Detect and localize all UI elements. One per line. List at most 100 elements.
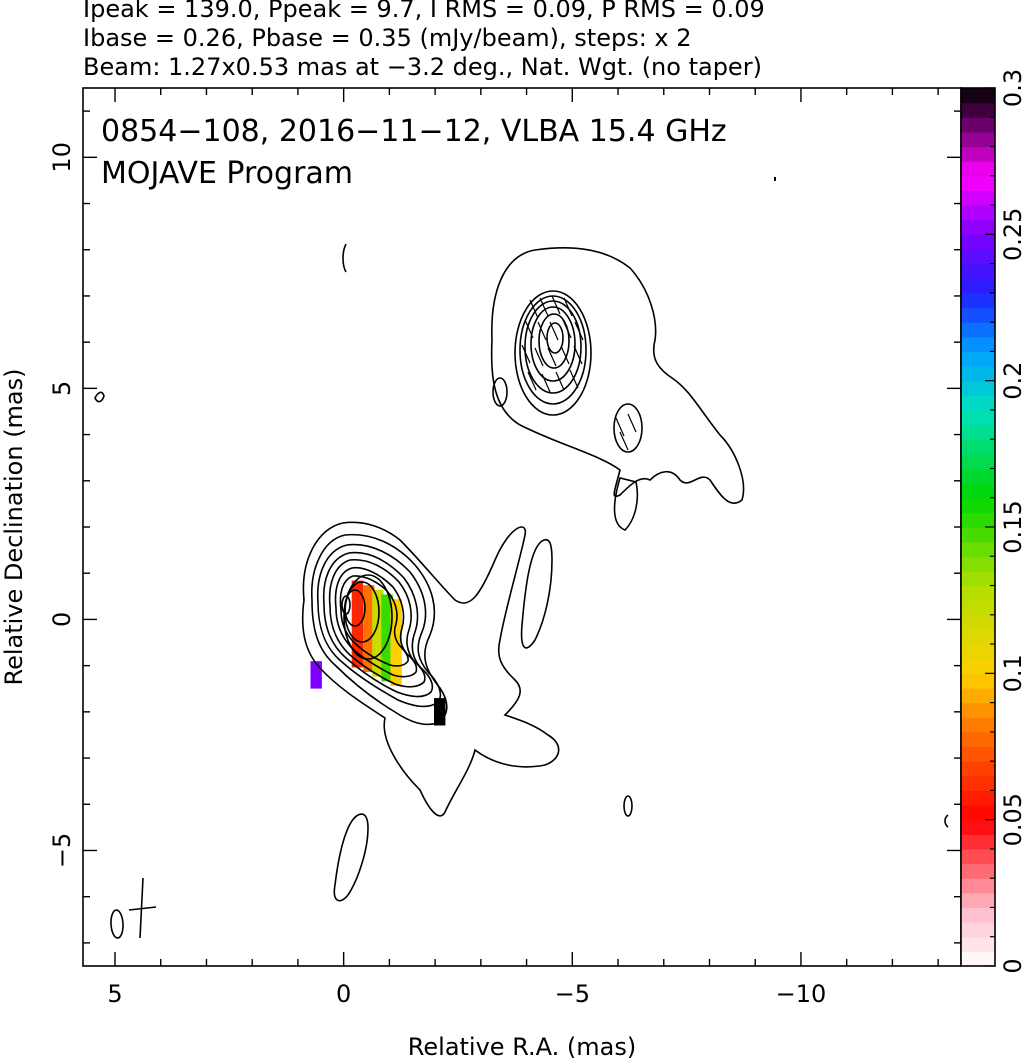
contour-isolated-south [333,813,369,902]
beam-cross-h [128,906,157,911]
colorbar-cell [961,366,995,382]
colorbar-cell [961,805,995,821]
beam-cross-v [139,877,144,939]
contour-jet-6 [538,313,570,369]
contour-jet-5 [530,306,576,382]
colorbar-cell [961,658,995,674]
colorbar-cell [961,190,995,206]
beam-marker [110,877,157,939]
x-tick-label: −10 [776,980,827,1008]
contour-core-7 [339,575,409,667]
colorbar-cell [961,907,995,923]
contour-isolated-small-1 [623,795,633,817]
polarization-pixel [351,580,364,668]
colorbar-tick-label: 0.15 [999,500,1022,553]
colorbar-cell [961,131,995,148]
contour-core-5 [328,558,426,688]
colorbar-cell [961,541,995,557]
header-line-base: Ibase = 0.26, Pbase = 0.35 (mJy/beam), s… [83,24,692,52]
colorbar-cell [961,248,995,265]
colorbar-cell [961,600,995,616]
colorbar-cell [961,205,995,221]
colorbar-cell [961,307,995,323]
polarization-pixel [310,661,322,689]
colorbar-tick-label: 0 [999,958,1022,973]
colorbar-cell [961,863,995,879]
colorbar-cell [961,717,995,733]
colorbar-cell [961,439,995,455]
x-tick-label: −5 [555,980,590,1008]
polarization-pixel [363,585,375,673]
contour-jet-tail [613,477,639,531]
colorbar-cell [961,219,995,235]
colorbar-cell [961,409,995,426]
y-axis-label: Relative Declination (mas) [0,368,28,685]
colorbar-cell [961,892,995,909]
colorbar-cell [961,644,995,660]
y-tick-label: 5 [48,381,76,396]
colorbar-cell [961,175,995,192]
colorbar-ticks: 0 0.05 0.1 0.15 0.2 0.25 0.3 [985,69,1022,974]
contour-core-outer [301,521,560,817]
colorbar-cell [961,336,995,352]
colorbar-cell [961,834,995,850]
contour-isolated-far-east [944,814,949,828]
contour-core-3 [316,543,442,708]
beam-ellipse [110,909,124,939]
x-tick-label: 5 [107,980,122,1008]
contour-jet-7 [546,322,564,354]
colorbar-cell [961,951,995,967]
colorbar-cell [961,395,995,411]
colorbar-tick-label: 0.05 [999,793,1022,846]
polarization-vectors [521,295,637,451]
contour-core-10 [344,589,366,627]
colorbar-cell [961,351,995,367]
polarization-pixel [390,599,402,686]
colorbar-tick-label: 0.3 [999,69,1022,107]
contour-jet-4 [524,300,582,394]
header-line-beam: Beam: 1.27x0.53 mas at −3.2 deg., Nat. W… [83,53,762,81]
colorbar-cell [961,512,995,528]
contour-core-11 [341,595,351,615]
contour-core-6 [334,566,418,678]
contour-jet-outer [490,247,745,504]
colorbar-cell [961,117,995,133]
colorbar-cell [961,483,995,499]
colorbar [961,88,995,967]
contour-isolated-west [94,391,105,403]
header-text: Ipeak = 139.0, Ppeak = 9.7, I RMS = 0.09… [83,0,765,81]
axis-tick-labels: 5 0 −5 −10 −5 0 5 10 [48,142,826,1008]
colorbar-cell [961,761,995,777]
x-axis-label: Relative R.A. (mas) [408,1033,636,1060]
colorbar-cell [961,497,995,513]
colorbar-cell [961,922,995,938]
colorbar-tick-label: 0.2 [999,362,1022,400]
y-tick-label: 0 [48,612,76,627]
colorbar-tick-label: 0.1 [999,654,1022,692]
y-tick-label: −5 [48,833,76,868]
colorbar-cell [961,234,995,250]
colorbar-cell [961,746,995,762]
colorbar-cell [961,322,995,338]
colorbar-cell [961,848,995,865]
y-tick-label: 10 [48,142,76,173]
colorbar-cell [961,731,995,748]
colorbar-cell [961,380,995,396]
contour-core-4 [322,551,434,698]
polarization-pixel [381,594,393,682]
total-intensity-contours [94,177,949,902]
colorbar-cell [961,88,995,104]
colorbar-cell [961,790,995,806]
colorbar-cell [961,775,995,791]
polarization-pixel [372,589,384,677]
contour-jet-2 [514,290,592,416]
colorbar-cell [961,278,995,294]
colorbar-cell [961,161,995,177]
contour-core-2 [311,533,448,726]
colorbar-cell [961,819,995,835]
polarization-pixel [434,698,446,726]
contour-jet-small [492,377,508,407]
colorbar-cell [961,102,995,118]
colorbar-cell [961,673,995,689]
